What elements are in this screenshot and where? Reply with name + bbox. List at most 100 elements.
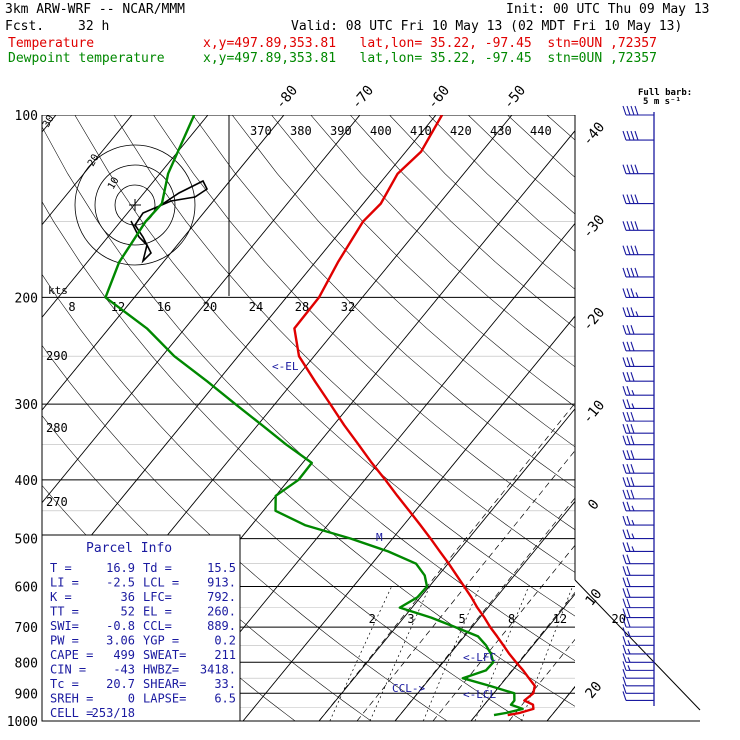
parcel-row-label-left: SWI= [50,619,79,633]
wind-barb-half [635,311,639,317]
isotherm-line [318,408,575,721]
dry-adiabat [42,344,448,721]
theta-label: 430 [490,124,512,138]
mixing-ratio-label: 2 [369,612,376,626]
wind-barb [622,661,654,671]
wind-barb-flag [626,386,631,396]
mixing-ratio-label: 3 [407,612,414,626]
wind-barb-flag [630,341,635,352]
wind-barb-flag [626,477,631,487]
wind-barb [622,411,654,422]
wind-barb [622,325,654,335]
wind-barb-flag [622,627,627,637]
wind-legend-line1: Full barb: [638,88,692,98]
temperature-tick-label: -20 [580,305,609,335]
parcel-row-label-right: EL = [143,605,172,619]
temperature-profile [293,115,536,717]
wind-barb-flag [622,399,627,409]
parcel-info-title: Parcel Info [86,541,172,556]
parcel-row-label-right: LFC= [143,590,172,604]
parcel-row-value-right: 792. [207,590,236,604]
wind-barb-flag [626,221,631,231]
pressure-tick-label: 900 [15,687,38,702]
theta-label: 380 [290,124,312,138]
wind-barb [622,529,654,540]
wind-barb-flag [626,435,631,445]
parcel-row-value-left: -0.8 [106,619,135,633]
wind-barb-flag [626,515,631,526]
parcel-row-label-right: CCL= [143,619,172,633]
wind-barb-flag [630,372,635,382]
wind-barb [622,164,654,175]
parcel-row-value-right: 913. [207,576,236,590]
isotherm-line [166,222,575,721]
wind-barb-half [631,403,635,409]
wind-barb [622,372,654,382]
wind-barb-half [631,390,635,396]
wind-barb-flag [626,450,631,460]
hodo-scale-label: 20 [203,300,217,314]
wind-barb-flag [622,691,627,701]
wind-barb [622,554,654,565]
wind-barb-flag [622,617,627,628]
parcel-row-label-right: LCL = [143,576,179,590]
wind-barb [622,501,654,512]
mixing-ratio-label: 20 [612,612,626,626]
parcel-row-value-right: 6.5 [214,692,236,706]
level-annotation: <-LFC [463,651,496,664]
wind-barb-flag [630,194,635,204]
wind-barb [622,386,654,396]
wind-barb-flag [622,661,627,671]
wind-barb [622,130,654,141]
dewpoint-location-info: x,y=497.89,353.81 lat,lon= 35.22, -97.45… [203,51,657,66]
wind-barb-flag [630,450,635,460]
wind-barb-flag [630,435,635,445]
parcel-row-label-left: K = [50,590,72,604]
parcel-row-value-right: 33. [214,677,236,691]
wind-barb-flag [626,288,631,298]
parcel-row-value-left: 253/18 [92,706,135,720]
dry-adiabat [74,115,575,617]
dry-adiabat [42,201,575,707]
parcel-row-value-left: 16.9 [106,561,135,575]
theta-label: 440 [530,124,552,138]
isotherm-line [42,115,285,411]
wind-barb [622,288,654,298]
wind-barb-flag [634,105,639,116]
theta-label: 290 [46,349,68,363]
parcel-row-label-left: Tc = [50,677,79,691]
valid-time: Valid: 08 UTC Fri 10 May 13 (02 MDT Fri … [291,19,683,34]
dry-adiabat [546,115,575,141]
dry-adiabat [626,115,740,721]
moist-adiabat [432,544,575,721]
wind-barb-flag [622,489,627,500]
wind-barb-flag [634,221,639,231]
wind-barb-flag [634,245,639,255]
wind-barb [622,477,654,487]
level-annotation: CCL-> [392,682,425,695]
wind-barb-flag [622,130,627,141]
wind-barb-flag [622,221,627,231]
wind-barb [622,245,654,256]
pressure-tick-label: 1000 [7,715,38,730]
wind-barb-flag [630,489,635,500]
wind-barb [622,341,654,352]
pressure-tick-label: 200 [15,291,38,306]
wind-barb-flag [630,424,635,434]
wind-barb-flag [622,577,627,587]
parcel-row-value-right: 0.2 [214,634,236,648]
wind-barb-flag [622,644,627,655]
wind-barb-flag [626,566,631,576]
parcel-row-label-left: CIN = [50,663,86,677]
temperature-location-info: x,y=497.89,353.81 lat,lon= 35.22, -97.45… [203,36,657,51]
pressure-tick-label: 600 [15,581,38,596]
wind-barb-flag [622,307,627,317]
parcel-row-value-right: 889. [207,619,236,633]
wind-barb-flag [626,105,631,116]
wind-barb-flag [622,598,627,608]
wind-barb-flag [622,194,627,204]
wind-barb-flag [630,325,635,335]
level-annotation: <-EL [272,360,299,373]
isotherm-line [546,686,575,721]
wind-barb [622,676,654,687]
